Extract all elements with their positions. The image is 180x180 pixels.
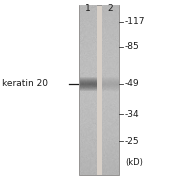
Text: -117: -117 bbox=[124, 17, 145, 26]
Text: -49: -49 bbox=[124, 79, 139, 88]
Text: -25: -25 bbox=[124, 137, 139, 146]
Text: (kD): (kD) bbox=[125, 158, 143, 166]
Text: 2: 2 bbox=[107, 4, 113, 13]
Text: -34: -34 bbox=[124, 110, 139, 119]
Text: keratin 20: keratin 20 bbox=[2, 79, 48, 88]
Text: -85: -85 bbox=[124, 42, 139, 51]
Bar bbox=[79, 5, 119, 175]
Text: 1: 1 bbox=[85, 4, 91, 13]
